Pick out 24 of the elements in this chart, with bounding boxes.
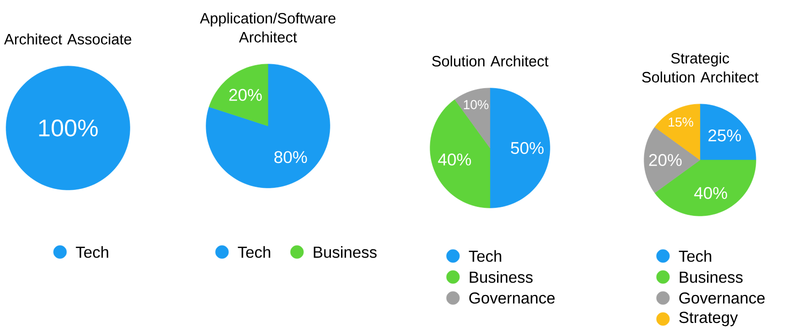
chart-title: Application/Software Architect — [200, 12, 336, 42]
data-label: 50% — [510, 142, 544, 154]
data-label: 40% — [438, 154, 471, 166]
legend-label: Business — [314, 246, 377, 258]
legend-label: Business — [680, 271, 743, 283]
data-label: 20% — [649, 154, 682, 166]
legend-label: Tech — [678, 250, 712, 262]
legend-label: Tech — [76, 246, 108, 258]
legend-label: Governance — [469, 292, 555, 304]
legend-label: Governance — [679, 292, 765, 304]
data-label: 40% — [694, 187, 728, 200]
data-label: 100% — [39, 120, 98, 136]
data-label: 15% — [668, 118, 694, 127]
legend-label: Tech — [468, 250, 502, 262]
data-label: 80% — [274, 151, 307, 164]
legend-label: Strategy — [679, 312, 738, 326]
chart-title: Strategic Solution Architect — [642, 52, 758, 82]
data-label: 20% — [229, 88, 262, 101]
chart-title: Solution Architect — [432, 56, 548, 66]
data-label: 10% — [464, 100, 488, 110]
data-label: 25% — [708, 129, 741, 142]
legend-label: Tech — [238, 246, 270, 258]
legend-label: Business — [470, 271, 533, 283]
chart-title: Architect Associate — [4, 34, 132, 44]
